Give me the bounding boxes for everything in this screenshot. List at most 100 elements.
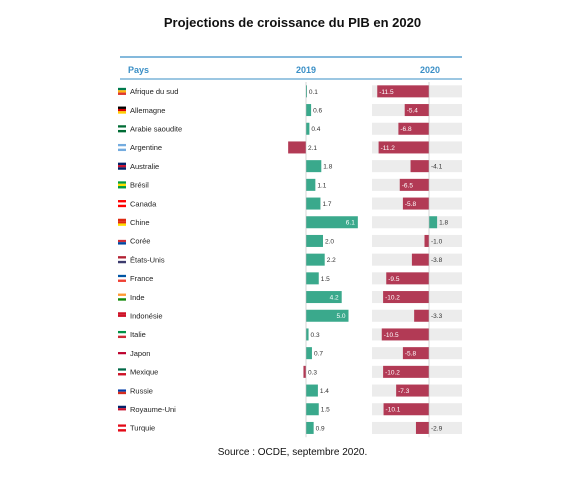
flag-icon: [118, 200, 126, 203]
bar-2019: [306, 384, 318, 397]
flag-icon: [118, 167, 126, 170]
bar-2020: [415, 421, 429, 434]
bar-2019: [303, 365, 306, 378]
bar-2019: [306, 421, 314, 434]
bar-2019: [306, 309, 349, 322]
track-2020: [372, 234, 462, 247]
chart-rows: Afrique du sud 0.1 -11.5 Allemagne 0.6 -5.4 Ar…: [118, 82, 462, 438]
header-2019: 2019: [296, 65, 316, 75]
chart-row: États-Unis 2.2 -3.8: [118, 253, 462, 266]
bar-2019: [306, 85, 307, 98]
value-label-2019: 4.2: [330, 294, 339, 301]
flag-icon: [118, 391, 126, 395]
bar-2019: [306, 347, 312, 360]
flag-icon: [118, 279, 126, 282]
country-label: Corée: [130, 237, 150, 246]
bar-2020: [424, 234, 429, 247]
bar-2020: [383, 291, 429, 304]
bar-2020: [396, 384, 429, 397]
flag-icon: [118, 354, 126, 357]
flag-icon: [118, 106, 126, 109]
value-label-2019: 5.0: [336, 313, 345, 320]
flag-icon: [118, 410, 126, 413]
value-label-2020: -10.1: [386, 407, 401, 414]
value-label-2020: -5.8: [405, 201, 417, 208]
bar-2019: [306, 253, 325, 266]
flag-icon: [118, 333, 126, 336]
value-label-2020: -10.2: [385, 294, 400, 301]
country-label: Italie: [130, 330, 146, 339]
value-label-2020: -1.0: [431, 238, 443, 245]
value-label-2019: 0.4: [311, 126, 320, 133]
flag-icon: [118, 111, 126, 114]
flag-icon: [118, 426, 126, 430]
flag-icon: [118, 92, 126, 95]
country-label: Chine: [130, 218, 150, 227]
value-label-2020: -6.8: [400, 126, 412, 133]
value-label-2020: -3.8: [431, 257, 443, 264]
bar-2020: [404, 104, 429, 117]
flag-icon: [118, 223, 126, 226]
bar-2020: [402, 347, 429, 360]
bar-2020: [429, 216, 438, 229]
flag-icon: [118, 429, 126, 432]
flag-icon: [118, 127, 126, 130]
flag-icon: [118, 258, 126, 261]
flag-icon: [118, 125, 126, 128]
flag-icon: [118, 162, 126, 166]
track-2020: [372, 216, 462, 229]
flag-icon: [118, 405, 126, 409]
bar-2020: [414, 309, 429, 322]
flag-icon: [118, 370, 126, 374]
chart-row: Chine 6.1 1.8: [118, 216, 462, 229]
chart-row: Brésil 1.1 -6.5: [118, 178, 462, 191]
flag-icon: [118, 368, 126, 371]
value-label-2019: 0.7: [314, 351, 323, 358]
chart-row: Afrique du sud 0.1 -11.5: [118, 85, 462, 98]
country-label: Mexique: [130, 368, 158, 377]
value-label-2019: 1.7: [322, 201, 331, 208]
flag-icon: [118, 148, 126, 152]
value-label-2020: -9.5: [388, 276, 400, 283]
country-label: Turquie: [130, 424, 155, 433]
value-label-2020: 1.8: [439, 220, 448, 227]
flag-icon: [118, 330, 126, 334]
header-country: Pays: [128, 65, 149, 75]
flag-icon: [118, 202, 126, 205]
bar-2020: [381, 328, 429, 341]
chart-row: Royaume-Uni 1.5 -10.1: [118, 403, 462, 416]
bar-2019: [306, 328, 309, 341]
bar-2020: [377, 85, 429, 98]
country-label: Brésil: [130, 181, 149, 190]
chart-title: Projections de croissance du PIB en 2020: [163, 15, 422, 30]
flag-icon: [118, 316, 126, 320]
flag-icon: [118, 389, 126, 392]
flag-icon: [118, 335, 126, 339]
country-label: France: [130, 274, 153, 283]
flag-icon: [118, 239, 126, 243]
bar-2020: [378, 141, 429, 154]
value-label-2020: -10.5: [384, 332, 399, 339]
flag-icon: [118, 293, 126, 296]
value-label-2019: 0.9: [316, 425, 325, 432]
value-label-2019: 0.1: [309, 89, 318, 96]
country-label: Indonésie: [130, 311, 163, 320]
bar-2020: [383, 365, 429, 378]
value-label-2019: 6.1: [346, 220, 355, 227]
chart-row: Mexique 0.3 -10.2: [118, 365, 462, 378]
bar-2020: [386, 272, 429, 285]
country-label: Argentine: [130, 143, 162, 152]
flag-icon: [118, 387, 126, 390]
bar-2019: [306, 178, 316, 191]
country-label: Afrique du sud: [130, 87, 178, 96]
value-label-2019: 0.6: [313, 107, 322, 114]
chart-row: France 1.5 -9.5: [118, 272, 462, 285]
bar-2019: [306, 234, 323, 247]
bar-2019: [306, 122, 310, 135]
flag-icon: [118, 260, 126, 264]
bar-2019: [306, 403, 319, 416]
flag-icon: [118, 295, 126, 299]
value-label-2020: -11.2: [381, 145, 396, 152]
country-label: Arabie saoudite: [130, 124, 182, 133]
